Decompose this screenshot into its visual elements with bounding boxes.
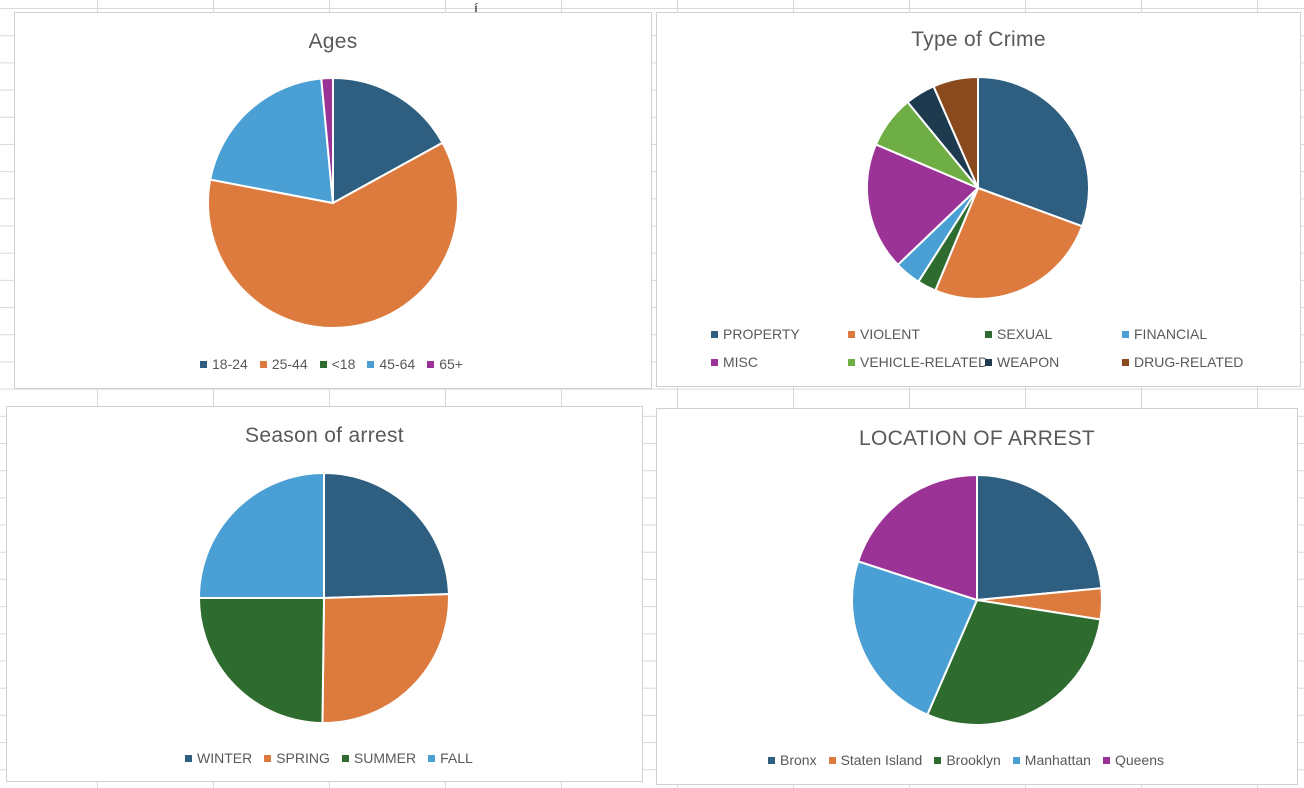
legend-label: 45-64	[379, 356, 416, 372]
legend-label: 18-24	[212, 356, 248, 372]
legend-swatch	[319, 360, 327, 368]
chart-season-of-arrest[interactable]: Season of arrest WINTER SPRING SUMMER FALL	[6, 406, 643, 782]
legend-item-65: 65+	[427, 356, 463, 372]
pie-slice-queens[interactable]	[856, 473, 978, 602]
legend-item-18: <18	[319, 356, 356, 372]
legend-swatch	[1012, 756, 1020, 764]
pie-slice-drug-related[interactable]	[932, 75, 979, 189]
pie-chart-season-of-arrest	[197, 471, 450, 725]
legend-label: Manhattan	[1024, 752, 1091, 768]
chart-location-of-arrest[interactable]: LOCATION OF ARREST Bronx Staten Island Bro…	[656, 408, 1298, 785]
legend-swatch	[1102, 756, 1110, 764]
chart-ages[interactable]: Ages 18-24 25-44 <18 45-64 65+	[14, 12, 652, 389]
legend-swatch	[848, 330, 855, 338]
legend-item-winter: WINTER	[185, 750, 252, 766]
legend-swatch	[711, 330, 718, 338]
legend-item-staten-island: Staten Island	[828, 752, 923, 768]
legend-item-bronx: Bronx	[768, 752, 817, 768]
legend-item-manhattan: Manhattan	[1012, 752, 1091, 768]
pie-slice-25-44[interactable]	[207, 141, 459, 329]
legend-item-fall: FALL	[428, 750, 473, 766]
legend-label: SUMMER	[353, 750, 417, 766]
legend-item-drug-related: DRUG-RELATED	[1122, 354, 1259, 370]
pie-slice-65[interactable]	[320, 76, 334, 204]
legend-swatch	[985, 330, 992, 338]
legend-label: WINTER	[197, 750, 253, 766]
legend-label: <18	[331, 356, 356, 372]
chart-title: Type of Crime	[911, 28, 1046, 51]
legend-swatch	[367, 360, 375, 368]
legend-swatch	[185, 754, 192, 762]
legend-ages: 18-24 25-44 <18 45-64 65+	[200, 356, 475, 372]
pie-chart-location-of-arrest	[851, 473, 1103, 726]
legend-swatch	[264, 754, 272, 762]
legend-swatch	[828, 756, 836, 764]
legend-swatch	[934, 756, 942, 764]
legend-item-25-44: 25-44	[259, 356, 308, 372]
legend-item-weapon: WEAPON	[985, 354, 1122, 370]
chart-title: Ages	[308, 30, 358, 53]
pie-slice-spring[interactable]	[321, 593, 450, 724]
legend-swatch	[427, 360, 435, 368]
pie-slice-violent[interactable]	[933, 186, 1084, 300]
legend-swatch	[711, 358, 718, 366]
pie-slice-18-24[interactable]	[332, 76, 444, 205]
chart-title: LOCATION OF ARREST	[858, 427, 1096, 450]
legend-item-vehicle-related: VEHICLE-RELATED	[848, 354, 989, 370]
legend-label: WEAPON	[997, 354, 1060, 370]
legend-type-of-crime: PROPERTY VIOLENT SEXUAL FINANCIAL MISC VEHICL…	[711, 326, 1259, 370]
pie-slice-property[interactable]	[977, 75, 1090, 228]
legend-label: PROPERTY	[723, 326, 800, 342]
legend-label: FINANCIAL	[1134, 326, 1208, 342]
legend-swatch	[200, 360, 207, 368]
chart-type-of-crime[interactable]: Type of Crime PROPERTY VIOLENT SEXUAL FINAN…	[656, 12, 1301, 387]
legend-swatch	[1122, 330, 1129, 338]
legend-location-of-arrest: Bronx Staten Island Brooklyn Manhattan Queen…	[768, 752, 1176, 768]
pie-slice-brooklyn[interactable]	[926, 598, 1102, 726]
pie-slice-bronx[interactable]	[976, 473, 1103, 602]
legend-label: SPRING	[276, 750, 330, 766]
legend-swatch	[768, 756, 775, 764]
legend-swatch	[341, 754, 349, 762]
legend-item-45-64: 45-64	[367, 356, 415, 372]
legend-label: MISC	[723, 354, 758, 370]
legend-label: Queens	[1114, 752, 1164, 768]
legend-label: Bronx	[780, 752, 817, 768]
legend-swatch	[259, 360, 267, 368]
legend-label: Staten Island	[840, 752, 923, 768]
legend-label: SEXUAL	[997, 326, 1053, 342]
legend-item-18-24: 18-24	[200, 356, 248, 372]
legend-swatch	[1122, 358, 1129, 366]
pie-slice-winter[interactable]	[323, 471, 450, 600]
legend-swatch	[428, 754, 436, 762]
pie-chart-ages	[207, 76, 459, 329]
legend-item-spring: SPRING	[264, 750, 330, 766]
legend-season-of-arrest: WINTER SPRING SUMMER FALL	[185, 750, 485, 766]
pie-slice-misc[interactable]	[866, 143, 980, 267]
legend-label: Brooklyn	[946, 752, 1001, 768]
pie-slice-manhattan[interactable]	[851, 560, 979, 717]
legend-item-summer: SUMMER	[341, 750, 417, 766]
legend-item-queens: Queens	[1102, 752, 1164, 768]
legend-item-property: PROPERTY	[711, 326, 848, 342]
pie-chart-type-of-crime	[866, 75, 1090, 300]
legend-item-brooklyn: Brooklyn	[934, 752, 1001, 768]
legend-swatch	[985, 358, 992, 366]
legend-item-financial: FINANCIAL	[1122, 326, 1259, 342]
legend-label: DRUG-RELATED	[1134, 354, 1244, 370]
cell-text-fragment: í	[474, 0, 478, 16]
legend-item-violent: VIOLENT	[848, 326, 985, 342]
legend-label: 25-44	[271, 356, 308, 372]
legend-swatch	[848, 358, 855, 366]
pie-slice-45-64[interactable]	[209, 77, 335, 205]
legend-label: VIOLENT	[860, 326, 920, 342]
pie-slice-fall[interactable]	[197, 471, 325, 599]
legend-label: 65+	[439, 356, 463, 372]
legend-item-sexual: SEXUAL	[985, 326, 1122, 342]
legend-item-misc: MISC	[711, 354, 848, 370]
chart-title: Season of arrest	[245, 424, 404, 447]
legend-label: FALL	[440, 750, 473, 766]
pie-slice-summer[interactable]	[197, 597, 326, 725]
legend-label: VEHICLE-RELATED	[860, 354, 989, 370]
